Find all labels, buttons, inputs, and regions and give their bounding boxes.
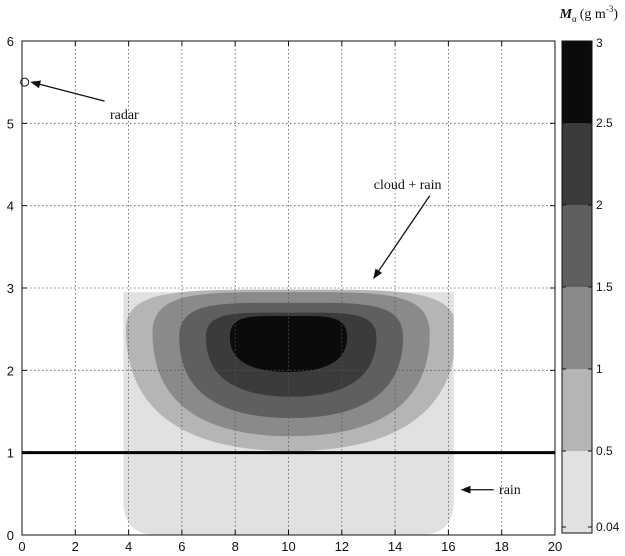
x-tick-label: 16 — [441, 539, 455, 554]
colorbar-title-subscript: α — [572, 14, 577, 24]
x-tick-label: 0 — [18, 539, 25, 554]
radar-annotation: radar — [110, 108, 139, 123]
x-tick-label: 20 — [548, 539, 562, 554]
x-tick-label: 4 — [125, 539, 132, 554]
colorbar: 0.04 0.5 1 1.5 2 2.5 3 — [561, 36, 620, 534]
rain-annotation: rain — [499, 483, 521, 498]
contour-band-2.5 — [229, 315, 348, 372]
x-tick-label: 2 — [72, 539, 79, 554]
radar-marker — [20, 77, 30, 87]
colorbar-title-close: ) — [613, 7, 618, 22]
y-tick-label: 1 — [7, 446, 14, 461]
y-tick-label: 6 — [7, 34, 14, 49]
colorbar-tick-label: 1 — [596, 362, 603, 376]
colorbar-tick-label: 3 — [596, 36, 603, 50]
colorbar-title: Mα (g m-3) — [559, 4, 619, 24]
y-tick-label: 4 — [7, 199, 14, 214]
contour-fills — [123, 289, 454, 535]
x-axis-ticks: 0 2 4 6 8 10 12 14 16 18 20 — [18, 41, 562, 554]
x-tick-label: 18 — [494, 539, 508, 554]
radar-arrow — [30, 80, 105, 102]
colorbar-band-0.04 — [562, 451, 592, 533]
colorbar-tick-label: 2 — [596, 198, 603, 212]
x-tick-label: 12 — [335, 539, 349, 554]
colorbar-band-1 — [562, 287, 592, 369]
x-tick-label: 8 — [232, 539, 239, 554]
colorbar-tick-label: 1.5 — [596, 280, 613, 294]
colorbar-title-units: (g m — [580, 7, 606, 22]
colorbar-tick-label: 0.04 — [596, 520, 620, 534]
colorbar-band-0.5 — [562, 369, 592, 451]
colorbar-band-1.5 — [562, 205, 592, 287]
x-tick-label: 14 — [388, 539, 402, 554]
y-tick-label: 3 — [7, 281, 14, 296]
y-tick-label: 5 — [7, 116, 14, 131]
colorbar-title-exponent: -3 — [606, 4, 614, 14]
cloud-region — [123, 289, 454, 535]
colorbar-band-2 — [562, 123, 592, 205]
colorbar-tick-label: 2.5 — [596, 116, 613, 130]
cloud-rain-arrow — [373, 195, 431, 279]
colorbar-band-2.5 — [562, 41, 592, 123]
x-tick-label: 10 — [281, 539, 295, 554]
x-tick-label: 6 — [178, 539, 185, 554]
colorbar-title-symbol: M — [559, 7, 573, 22]
cloud-rain-annotation: cloud + rain — [374, 178, 442, 193]
y-tick-label: 2 — [7, 363, 14, 378]
annotations: radar cloud + rain rain — [20, 77, 521, 498]
colorbar-tick-label: 0.5 — [596, 444, 613, 458]
y-tick-label: 0 — [7, 528, 14, 543]
y-axis-ticks: 0 1 2 3 4 5 6 — [7, 34, 555, 543]
